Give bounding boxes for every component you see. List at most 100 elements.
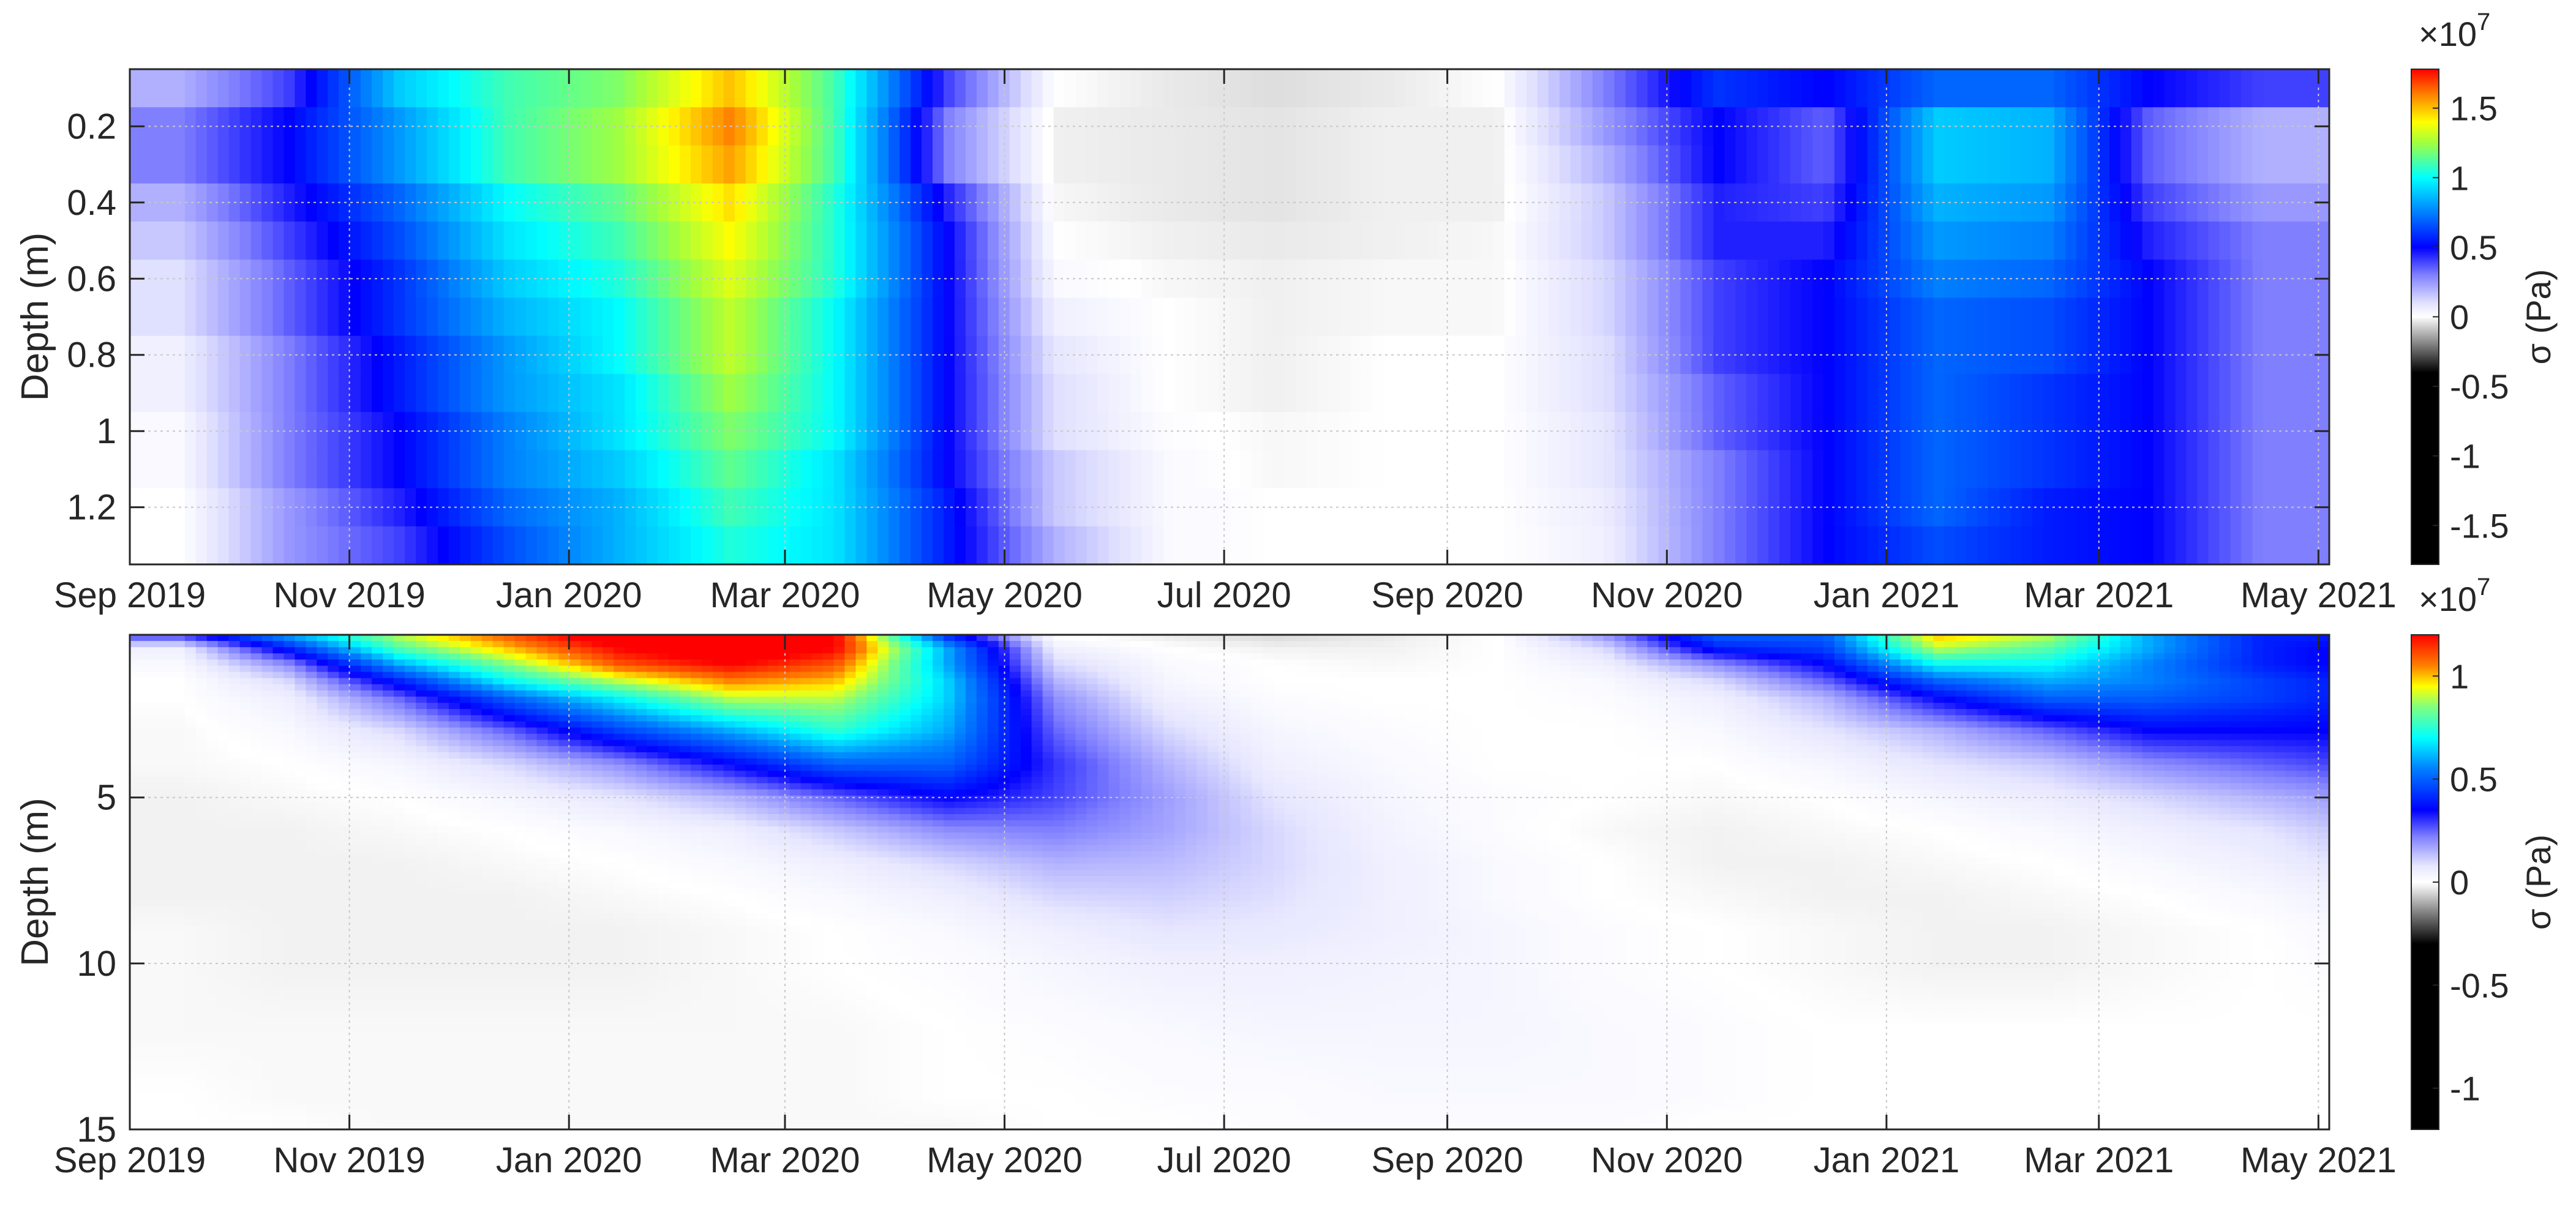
heatmap-cell	[1274, 684, 1285, 691]
heatmap-cell	[460, 635, 471, 642]
heatmap-cell	[1141, 635, 1153, 642]
heatmap-cell	[1890, 647, 1901, 654]
heatmap-cell	[1801, 666, 1813, 673]
heatmap-cell	[2230, 146, 2242, 184]
heatmap-cell	[669, 691, 680, 697]
heatmap-cell	[1713, 653, 1725, 660]
heatmap-cell	[1010, 450, 1021, 488]
heatmap-cell	[1669, 659, 1681, 666]
heatmap-cell	[933, 526, 944, 565]
heatmap-cell	[1098, 659, 1110, 666]
heatmap-cell	[1944, 641, 1956, 648]
heatmap-cell	[1383, 374, 1395, 413]
heatmap-cell	[1130, 641, 1142, 648]
heatmap-cell	[1405, 526, 1417, 565]
heatmap-cell	[724, 684, 735, 691]
heatmap-cell	[768, 678, 779, 685]
heatmap-cell	[262, 635, 274, 642]
heatmap-cell	[2307, 526, 2319, 565]
heatmap-cell	[2076, 684, 2088, 691]
heatmap-cell	[1955, 653, 1967, 660]
heatmap-cell	[1790, 635, 1802, 642]
heatmap-cell	[2187, 374, 2198, 413]
heatmap-cell	[262, 653, 274, 660]
heatmap-cell	[482, 703, 494, 709]
heatmap-cell	[888, 298, 900, 336]
heatmap-cell	[647, 69, 658, 108]
heatmap-cell	[2131, 641, 2143, 648]
heatmap-cell	[1890, 684, 1901, 691]
heatmap-cell	[2318, 450, 2330, 488]
heatmap-cell	[1010, 672, 1021, 679]
heatmap-cell	[2318, 635, 2330, 642]
heatmap-cell	[526, 678, 538, 685]
heatmap-cell	[1471, 678, 1483, 685]
heatmap-cell	[899, 659, 911, 666]
heatmap-cell	[1252, 678, 1263, 685]
heatmap-cell	[944, 374, 955, 413]
heatmap-cell	[669, 703, 680, 709]
heatmap-cell	[1669, 697, 1681, 703]
heatmap-cell	[2274, 146, 2286, 184]
heatmap-cell	[2198, 450, 2209, 488]
heatmap-cell	[1130, 146, 1142, 184]
heatmap-cell	[1790, 647, 1802, 654]
heatmap-cell	[591, 678, 603, 685]
heatmap-cell	[306, 653, 317, 660]
heatmap-cell	[1405, 222, 1417, 260]
heatmap-cell	[1538, 69, 1549, 108]
heatmap-cell	[2065, 146, 2077, 184]
heatmap-cell	[2187, 526, 2198, 565]
heatmap-cell	[372, 641, 383, 648]
heatmap-cell	[658, 653, 669, 660]
heatmap-cell	[1879, 374, 1890, 413]
heatmap-cell	[196, 703, 208, 709]
heatmap-cell	[1185, 146, 1197, 184]
heatmap-cell	[1065, 146, 1076, 184]
heatmap-cell	[1163, 298, 1175, 336]
heatmap-cell	[812, 222, 824, 260]
heatmap-cell	[1152, 697, 1164, 703]
heatmap-cell	[1285, 635, 1296, 642]
heatmap-cell	[1032, 374, 1043, 413]
heatmap-cell	[625, 678, 636, 685]
heatmap-cell	[1405, 653, 1417, 660]
heatmap-cells	[130, 69, 2330, 565]
heatmap-cell	[2318, 678, 2330, 685]
heatmap-cell	[317, 703, 328, 709]
heatmap-cell	[1252, 526, 1263, 565]
heatmap-cell	[2176, 672, 2187, 679]
heatmap-cell	[833, 703, 845, 709]
heatmap-cell	[427, 691, 438, 697]
heatmap-cell	[768, 641, 779, 648]
heatmap-cell	[2307, 69, 2319, 108]
heatmap-cell	[1196, 526, 1208, 565]
heatmap-cell	[1076, 659, 1087, 666]
heatmap-cell	[196, 298, 208, 336]
heatmap-cell	[1296, 691, 1307, 697]
heatmap-cell	[1054, 146, 1065, 184]
heatmap-cell	[262, 672, 274, 679]
heatmap-cell	[569, 526, 581, 565]
heatmap-cell	[1098, 526, 1110, 565]
heatmap-cell	[988, 678, 999, 685]
heatmap-cell	[493, 222, 505, 260]
heatmap-cell	[1405, 691, 1417, 697]
heatmap-cell	[2165, 69, 2176, 108]
heatmap-cell	[493, 298, 505, 336]
heatmap-cell	[614, 678, 625, 685]
heatmap-cell	[922, 653, 933, 660]
heatmap-cell	[471, 450, 483, 488]
heatmap-cell	[449, 672, 460, 679]
heatmap-cell	[1834, 684, 1846, 691]
heatmap-cell	[1010, 691, 1021, 697]
heatmap-cell	[1141, 678, 1153, 685]
heatmap-cell	[1834, 146, 1846, 184]
heatmap-cell	[295, 691, 306, 697]
heatmap-cell	[603, 146, 614, 184]
heatmap-cell	[405, 222, 416, 260]
heatmap-cell	[1868, 635, 1879, 642]
heatmap-cell	[933, 69, 944, 108]
heatmap-cell	[196, 222, 208, 260]
heatmap-cell	[1285, 647, 1296, 654]
